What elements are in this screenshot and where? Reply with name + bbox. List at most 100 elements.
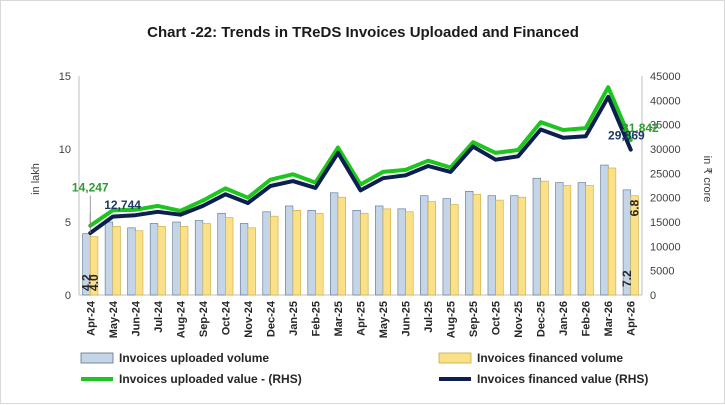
bar-uploaded	[172, 221, 181, 296]
bar-uploaded	[307, 210, 316, 296]
x-tick-label: Aug-25	[446, 301, 458, 338]
bar-financed	[472, 193, 482, 296]
bar-financed	[562, 185, 572, 296]
bar-uploaded	[555, 182, 564, 296]
legend-item-label: Invoices uploaded volume	[119, 351, 269, 365]
y-tick-right: 35000	[650, 120, 681, 132]
x-tick-label: May-24	[108, 300, 120, 338]
bar-uploaded	[330, 192, 339, 296]
x-tick-label: Dec-24	[265, 300, 277, 337]
data-label-24: 29,869	[608, 129, 645, 143]
x-tick-label: Mar-25	[333, 301, 345, 336]
y-tick-left: 5	[65, 217, 71, 229]
data-label-24: 7.2	[620, 270, 634, 287]
y-tick-right: 25000	[650, 168, 681, 180]
bar-uploaded	[487, 195, 496, 296]
line-uploaded-value	[88, 85, 633, 228]
bar-uploaded	[239, 223, 249, 296]
y-tick-right: 10000	[650, 241, 681, 253]
bar-uploaded	[149, 223, 159, 296]
chart-title: Chart -22: Trends in TReDS Invoices Uplo…	[147, 24, 579, 41]
bar-financed	[585, 185, 594, 296]
bar-financed	[405, 211, 414, 296]
legend-swatch	[80, 352, 114, 364]
bar-uploaded	[262, 211, 271, 296]
legend-item-label: Invoices financed value (RHS)	[477, 372, 648, 386]
x-tick-label: Jul-25	[423, 301, 435, 333]
x-tick-label: Feb-26	[581, 301, 593, 336]
data-label-0: 12,744	[104, 198, 141, 212]
bar-uploaded	[600, 164, 609, 296]
bar-uploaded	[352, 210, 361, 296]
x-tick-label: Apr-25	[356, 301, 368, 336]
y-axis-title-left: in lakh	[30, 163, 42, 195]
bar-uploaded	[104, 221, 114, 296]
bar-financed	[517, 196, 527, 296]
bar-financed	[292, 210, 301, 296]
x-tick-label: Nov-25	[513, 301, 525, 338]
bar-financed	[270, 215, 279, 296]
bar-financed	[360, 212, 369, 296]
x-tick-label: Oct-24	[220, 300, 232, 335]
x-tick-label: May-25	[378, 301, 390, 338]
bar-financed	[180, 226, 189, 296]
bar-uploaded	[397, 208, 406, 296]
bar-financed	[202, 223, 211, 296]
x-tick-label: Apr-26	[626, 301, 638, 336]
bar-uploaded	[442, 198, 451, 296]
legend-item-label: Invoices financed volume	[477, 351, 623, 365]
legend: Invoices uploaded volume Invoices finance…	[80, 351, 648, 386]
bar-financed	[630, 195, 639, 296]
bar-financed	[382, 208, 391, 296]
x-tick-label: Dec-25	[536, 301, 548, 337]
y-tick-left: 10	[59, 144, 71, 156]
y-tick-right: 45000	[650, 71, 681, 83]
x-tick-label: Mar-26	[603, 301, 615, 336]
bar-financed	[607, 167, 617, 296]
bar-financed	[315, 212, 324, 296]
bar-financed	[540, 180, 549, 296]
legend-item-label: Invoices uploaded value - (RHS)	[119, 372, 302, 386]
x-tick-label: Feb-25	[310, 301, 322, 336]
y-tick-right: 20000	[650, 193, 681, 205]
line-financed-value	[88, 94, 633, 235]
y-axis-title-right: in ₹ crore	[701, 156, 713, 203]
bar-financed	[157, 226, 166, 296]
x-tick-label: Jul-24	[153, 300, 165, 333]
data-label-0: 4.2	[79, 274, 93, 291]
x-tick-label: Sep-25	[468, 301, 480, 337]
bar-financed	[112, 226, 121, 296]
bar-uploaded	[194, 220, 204, 296]
bar-uploaded	[577, 182, 587, 296]
plot-area: 0 5 10 15 0 5000 10000 15000 20000 25000 30000 3500…	[59, 71, 681, 338]
bar-uploaded	[420, 195, 429, 296]
bar-financed	[427, 201, 437, 296]
bar-uploaded	[284, 205, 294, 296]
x-tick-label: Sep-24	[198, 300, 210, 337]
x-tick-label: Jun-24	[130, 300, 142, 336]
bar-uploaded	[375, 205, 384, 296]
bar-financed	[135, 230, 144, 296]
y-tick-right: 5000	[650, 266, 674, 278]
bar-uploaded	[465, 191, 474, 296]
y-tick-right: 0	[650, 290, 656, 302]
bar-financed	[450, 204, 459, 296]
x-tick-label: Jan-25	[288, 301, 300, 336]
data-label-0: 4.0	[87, 274, 101, 291]
bar-uploaded	[127, 227, 136, 296]
y-tick-left: 15	[59, 71, 71, 83]
data-label-24: 6.8	[628, 199, 642, 216]
y-tick-right: 15000	[650, 217, 681, 229]
data-label-0: 14,247	[72, 181, 109, 195]
bar-financed	[247, 227, 256, 296]
x-tick-label: Apr-24	[85, 300, 97, 336]
y-tick-right: 40000	[650, 95, 681, 107]
legend-swatch	[438, 352, 472, 364]
bar-financed	[225, 217, 234, 296]
y-tick-right: 30000	[650, 144, 681, 156]
x-tick-label: Nov-24	[243, 300, 255, 338]
bar-uploaded	[217, 212, 226, 296]
bar-financed	[495, 199, 504, 296]
x-tick-label: Aug-24	[175, 300, 187, 338]
